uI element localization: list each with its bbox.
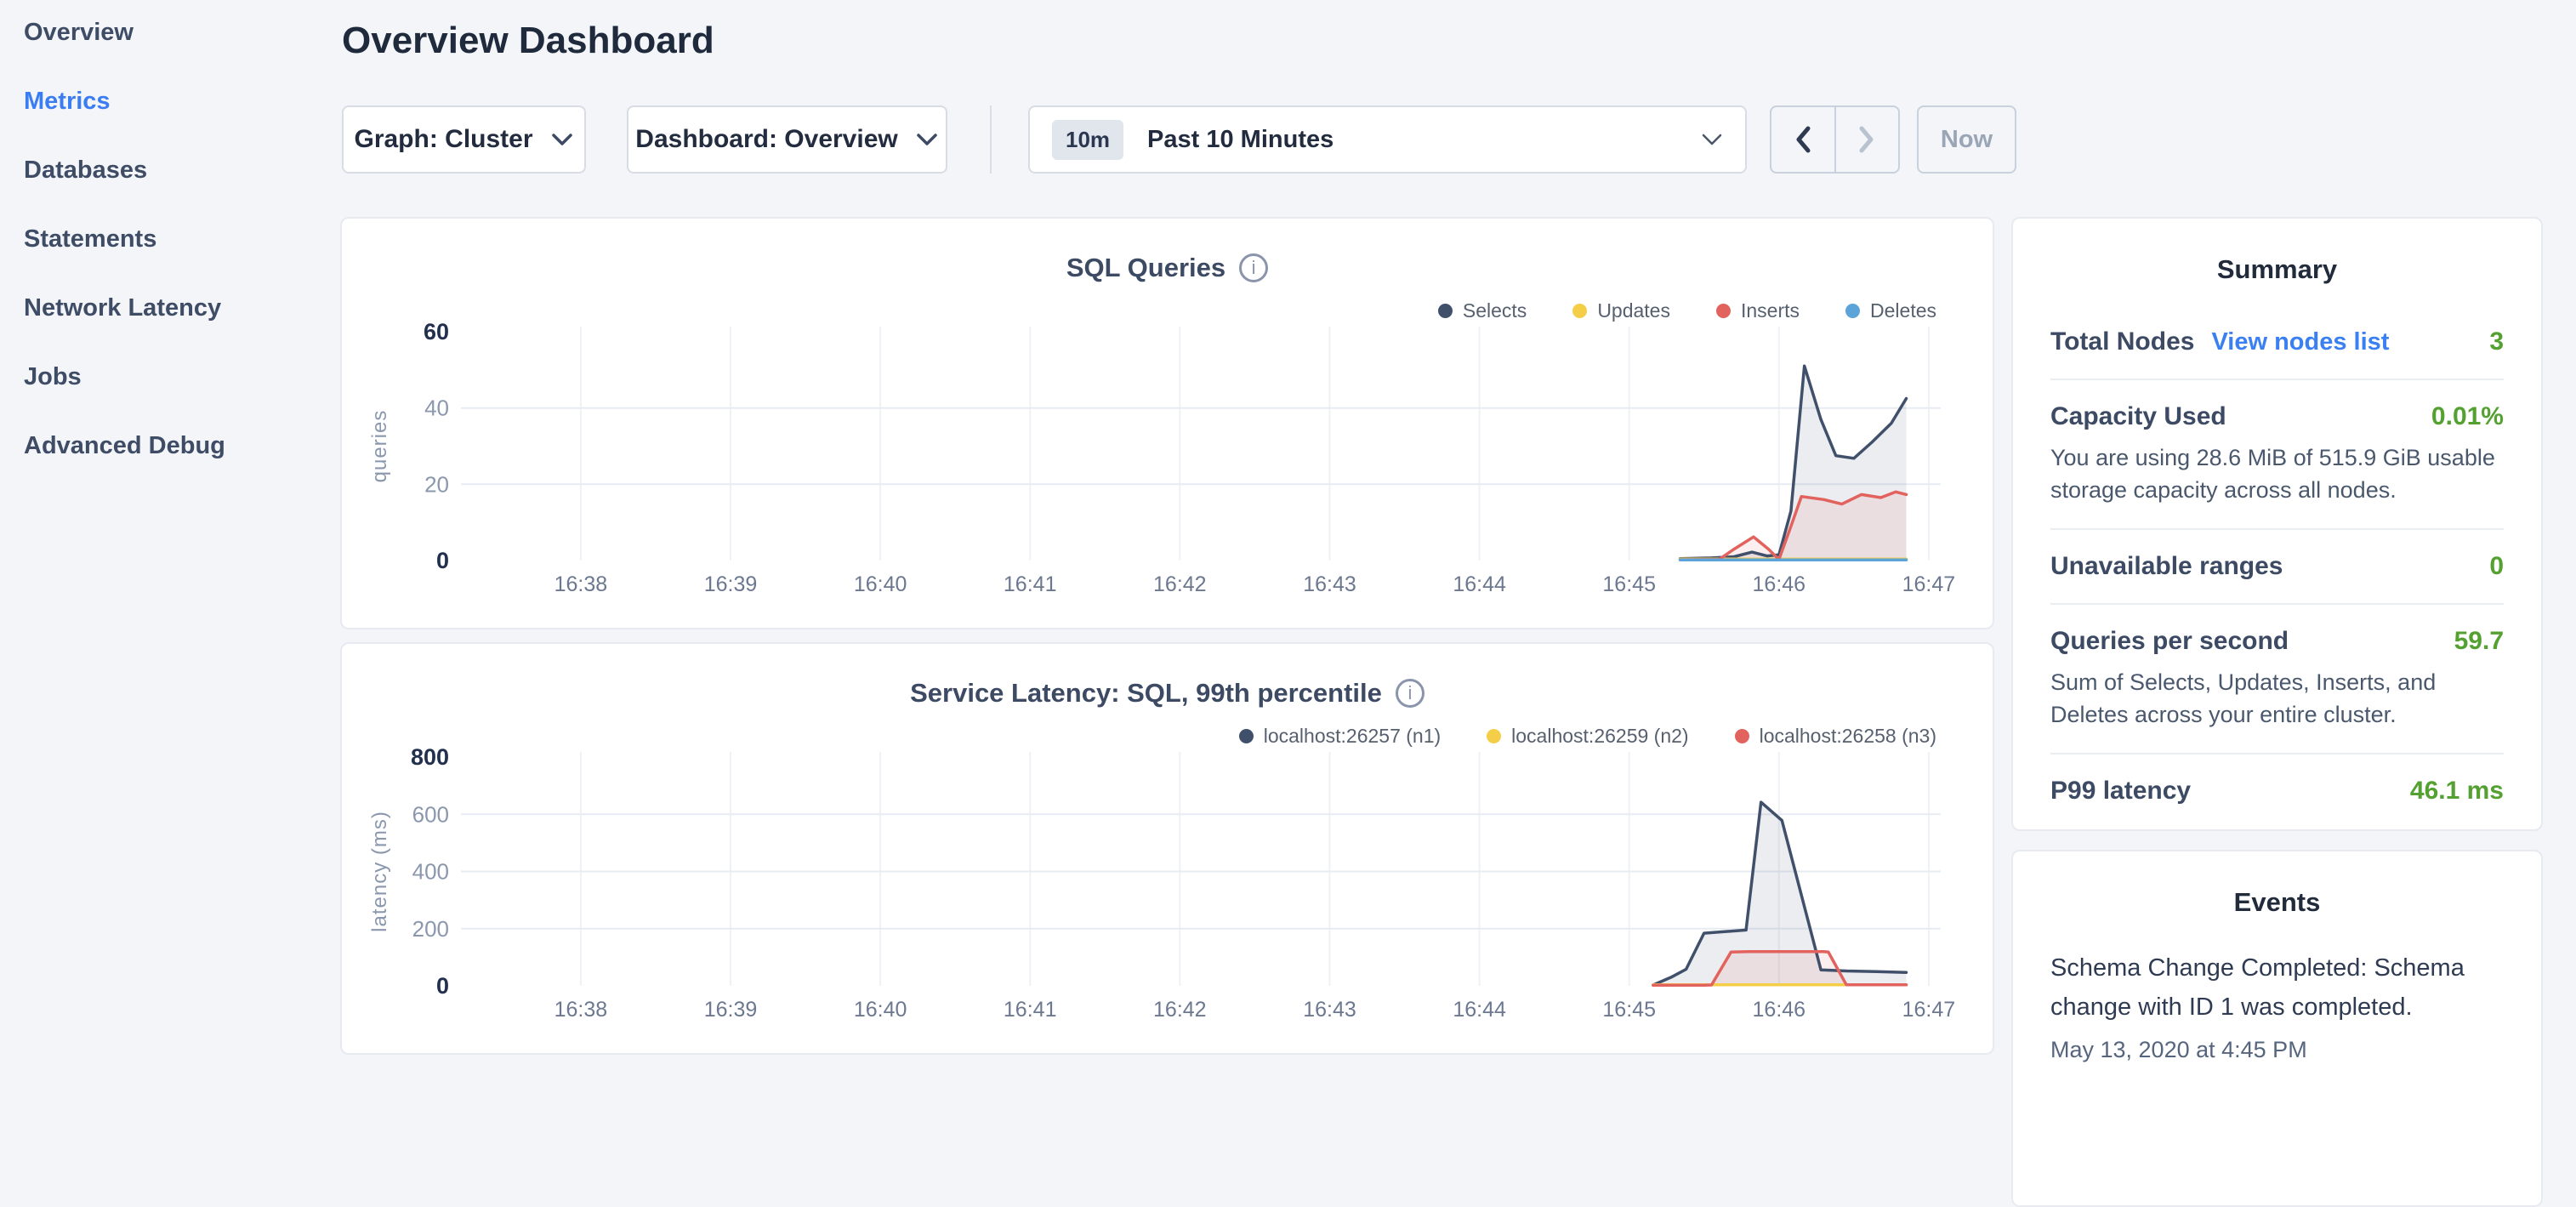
summary-value: 3 bbox=[2489, 327, 2504, 356]
svg-text:16:39: 16:39 bbox=[704, 998, 758, 1022]
svg-text:16:43: 16:43 bbox=[1303, 572, 1356, 596]
chevron-down-icon bbox=[1701, 133, 1723, 146]
summary-value: 59.7 bbox=[2454, 627, 2504, 656]
summary-row-total-nodes: Total Nodes View nodes list 3 bbox=[2050, 305, 2504, 380]
charts-column: SQL Queries i Selects Updates Inserts bbox=[340, 217, 1994, 1068]
svg-text:16:47: 16:47 bbox=[1902, 572, 1956, 596]
svg-text:latency (ms): latency (ms) bbox=[368, 811, 391, 932]
summary-description: You are using 28.6 MiB of 515.9 GiB usab… bbox=[2050, 441, 2504, 506]
right-column: Summary Total Nodes View nodes list 3 Ca… bbox=[2011, 217, 2543, 1207]
summary-row-p99-latency: P99 latency 46.1 ms bbox=[2050, 754, 2504, 828]
events-panel: Events Schema Change Completed: Schema c… bbox=[2011, 850, 2543, 1207]
svg-text:16:39: 16:39 bbox=[704, 572, 758, 596]
svg-text:queries: queries bbox=[368, 410, 391, 483]
now-button[interactable]: Now bbox=[1917, 105, 2016, 174]
sidebar-item-advanced-debug[interactable]: Advanced Debug bbox=[24, 430, 330, 461]
graph-dropdown[interactable]: Graph: Cluster bbox=[342, 105, 586, 174]
svg-text:16:38: 16:38 bbox=[554, 572, 608, 596]
svg-text:16:43: 16:43 bbox=[1303, 998, 1356, 1022]
summary-value: 0.01% bbox=[2431, 402, 2504, 431]
svg-text:40: 40 bbox=[424, 396, 449, 421]
svg-text:16:40: 16:40 bbox=[854, 998, 907, 1022]
time-range-badge: 10m bbox=[1052, 120, 1123, 160]
svg-text:16:45: 16:45 bbox=[1602, 572, 1656, 596]
svg-text:800: 800 bbox=[411, 744, 449, 770]
dashboard-dropdown-label: Dashboard: Overview bbox=[635, 125, 897, 154]
svg-text:16:44: 16:44 bbox=[1453, 998, 1506, 1022]
svg-text:20: 20 bbox=[424, 471, 449, 497]
controls-bar: Graph: Cluster Dashboard: Overview 10m P… bbox=[342, 105, 2016, 174]
summary-row-unavailable-ranges: Unavailable ranges 0 bbox=[2050, 530, 2504, 605]
summary-label: Capacity Used bbox=[2050, 402, 2226, 431]
time-step-buttons bbox=[1770, 105, 1900, 174]
summary-value: 46.1 ms bbox=[2410, 777, 2504, 806]
event-item-text: Schema Change Completed: Schema change w… bbox=[2050, 948, 2504, 1027]
summary-label: Queries per second bbox=[2050, 627, 2289, 656]
summary-label: P99 latency bbox=[2050, 777, 2191, 806]
svg-text:16:44: 16:44 bbox=[1453, 572, 1506, 596]
summary-description: Sum of Selects, Updates, Inserts, and De… bbox=[2050, 666, 2504, 731]
summary-panel: Summary Total Nodes View nodes list 3 Ca… bbox=[2011, 217, 2543, 831]
chevron-left-icon bbox=[1794, 125, 1812, 154]
summary-label: Total Nodes bbox=[2050, 327, 2194, 356]
summary-value: 0 bbox=[2489, 552, 2504, 581]
sidebar-item-jobs[interactable]: Jobs bbox=[24, 362, 330, 392]
sql-queries-chart: 16:38 16:39 16:40 16:41 16:42 16:43 16:44 16:45… bbox=[342, 316, 1996, 606]
controls-divider bbox=[990, 105, 992, 174]
page: Overview Metrics Databases Statements Ne… bbox=[0, 0, 2576, 1051]
svg-text:16:47: 16:47 bbox=[1902, 998, 1956, 1022]
svg-text:16:45: 16:45 bbox=[1602, 998, 1656, 1022]
chevron-down-icon bbox=[550, 132, 574, 147]
svg-text:16:41: 16:41 bbox=[1004, 998, 1057, 1022]
info-icon[interactable]: i bbox=[1239, 253, 1268, 282]
svg-text:16:42: 16:42 bbox=[1153, 998, 1207, 1022]
time-range-dropdown[interactable]: 10m Past 10 Minutes bbox=[1028, 105, 1747, 174]
graph-dropdown-label: Graph: Cluster bbox=[354, 125, 532, 154]
svg-text:60: 60 bbox=[424, 319, 449, 344]
chart-title: SQL Queries bbox=[1066, 253, 1225, 283]
svg-text:200: 200 bbox=[412, 916, 449, 942]
page-title: Overview Dashboard bbox=[342, 20, 714, 61]
service-latency-chart-card: Service Latency: SQL, 99th percentile i … bbox=[340, 642, 1994, 1055]
time-step-back-button[interactable] bbox=[1771, 107, 1834, 172]
svg-text:16:46: 16:46 bbox=[1753, 998, 1806, 1022]
sql-queries-chart-card: SQL Queries i Selects Updates Inserts bbox=[340, 217, 1994, 629]
dashboard-dropdown[interactable]: Dashboard: Overview bbox=[627, 105, 947, 174]
svg-text:16:41: 16:41 bbox=[1004, 572, 1057, 596]
info-icon[interactable]: i bbox=[1396, 679, 1424, 708]
svg-text:400: 400 bbox=[412, 859, 449, 885]
svg-text:16:40: 16:40 bbox=[854, 572, 907, 596]
chart-title: Service Latency: SQL, 99th percentile bbox=[910, 678, 1382, 709]
summary-title: Summary bbox=[2050, 219, 2504, 285]
svg-text:0: 0 bbox=[436, 973, 449, 999]
sidebar-item-metrics[interactable]: Metrics bbox=[24, 86, 330, 117]
event-item-timestamp: May 13, 2020 at 4:45 PM bbox=[2050, 1037, 2504, 1063]
summary-row-capacity-used: Capacity Used 0.01% You are using 28.6 M… bbox=[2050, 380, 2504, 530]
sidebar-item-statements[interactable]: Statements bbox=[24, 224, 330, 254]
service-latency-chart: 16:38 16:39 16:40 16:41 16:42 16:43 16:44 16:45… bbox=[342, 742, 1996, 1031]
time-range-label: Past 10 Minutes bbox=[1147, 126, 1701, 154]
svg-text:16:38: 16:38 bbox=[554, 998, 608, 1022]
svg-text:0: 0 bbox=[436, 548, 449, 573]
svg-text:600: 600 bbox=[412, 801, 449, 827]
summary-label: Unavailable ranges bbox=[2050, 552, 2283, 581]
chevron-down-icon bbox=[915, 132, 939, 147]
svg-text:16:42: 16:42 bbox=[1153, 572, 1207, 596]
chevron-right-icon bbox=[1857, 125, 1876, 154]
view-nodes-list-link[interactable]: View nodes list bbox=[2211, 328, 2389, 356]
time-step-forward-button[interactable] bbox=[1834, 107, 1899, 172]
summary-row-queries-per-second: Queries per second 59.7 Sum of Selects, … bbox=[2050, 605, 2504, 754]
svg-text:16:46: 16:46 bbox=[1753, 572, 1806, 596]
sidebar-item-databases[interactable]: Databases bbox=[24, 155, 330, 185]
sidebar-item-overview[interactable]: Overview bbox=[24, 17, 330, 48]
events-title: Events bbox=[2050, 851, 2504, 918]
sidebar-item-network-latency[interactable]: Network Latency bbox=[24, 293, 330, 323]
sidebar: Overview Metrics Databases Statements Ne… bbox=[24, 17, 330, 499]
